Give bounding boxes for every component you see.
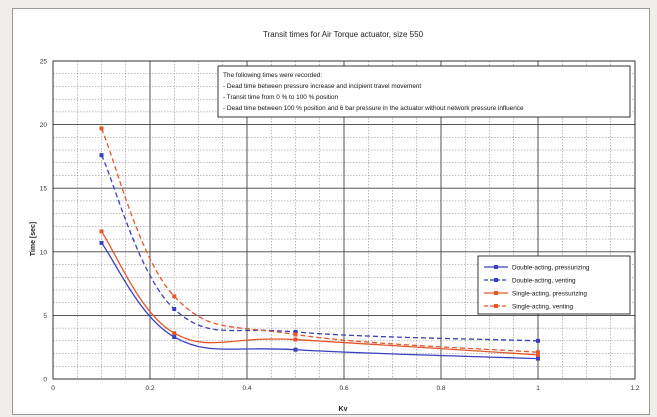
- series-point-2: [172, 307, 177, 312]
- y-tick-label: 10: [40, 249, 48, 256]
- y-axis-label: Time [sec]: [30, 222, 37, 257]
- legend-swatch-marker: [494, 278, 498, 282]
- y-tick-label: 5: [43, 313, 47, 320]
- x-axis-label: Kv: [339, 406, 348, 413]
- series-point-2: [99, 153, 104, 158]
- chart-title: Transit times for Air Torque actuator, s…: [263, 30, 424, 39]
- series-point-2: [293, 329, 298, 334]
- y-tick-label: 0: [43, 377, 47, 384]
- series-point-3: [536, 352, 540, 357]
- legend-swatch-marker: [494, 265, 498, 269]
- note-line: - Transit time from 0 % to 100 % positio…: [223, 94, 339, 101]
- series-point-3: [172, 331, 177, 336]
- series-point-1: [536, 356, 540, 361]
- legend-label: Double-acting, pressurizing: [512, 264, 590, 271]
- x-tick-label: 1.2: [630, 385, 639, 392]
- series-line-4: [100, 128, 539, 353]
- legend: Double-acting, pressurizing Double-acting…: [477, 255, 631, 315]
- legend-swatch-marker: [494, 291, 498, 295]
- note-line: - Dead time between 100 % position and 6…: [223, 105, 524, 112]
- legend-label: Single-acting, venting: [512, 303, 574, 310]
- series-point-1: [172, 335, 177, 340]
- legend-label: Double-acting, venting: [512, 277, 576, 284]
- x-tick-label: 0: [51, 385, 55, 392]
- plot-border: [52, 60, 636, 380]
- legend-border: [477, 255, 631, 315]
- y-tick-label: 25: [40, 59, 48, 66]
- series-point-4: [536, 350, 540, 355]
- x-tick-label: 0.2: [145, 385, 154, 392]
- x-tick-label: 0.6: [339, 385, 348, 392]
- notes-box: The following times were recorded: - Dead…: [217, 65, 631, 118]
- transit-time-chart: Transit times for Air Torque actuator, s…: [30, 30, 640, 413]
- notes-box-border: [217, 65, 631, 118]
- series-line-1: [100, 242, 539, 360]
- series-point-1: [99, 240, 104, 245]
- axes: [52, 60, 636, 380]
- x-tick-label: 0.4: [242, 385, 251, 392]
- x-tick-label: 1: [536, 385, 540, 392]
- series-point-4: [172, 294, 177, 299]
- series-point-3: [99, 229, 104, 234]
- note-line: - Dead time between pressure increase an…: [223, 83, 421, 90]
- y-tick-label: 15: [40, 186, 48, 193]
- y-tick-label: 20: [40, 122, 48, 129]
- x-tick-label: 0.8: [436, 385, 445, 392]
- series-point-3: [293, 337, 298, 342]
- series-point-2: [536, 338, 540, 343]
- chart-frame: Transit times for Air Torque actuator, s…: [12, 8, 650, 415]
- series-point-1: [293, 347, 298, 352]
- note-line: The following times were recorded:: [223, 72, 322, 79]
- legend-label: Single-acting, pressurizing: [512, 290, 587, 297]
- legend-swatch-marker: [494, 304, 498, 308]
- series-point-4: [99, 126, 104, 131]
- series-line-3: [100, 231, 539, 356]
- series-line-2: [100, 154, 539, 342]
- tick-labels: 0 0.2 0.4 0.6 0.8 1 1.2 0 5 10 15 20 25: [40, 59, 640, 393]
- series-point-4: [293, 332, 298, 337]
- plot-area: [99, 126, 540, 361]
